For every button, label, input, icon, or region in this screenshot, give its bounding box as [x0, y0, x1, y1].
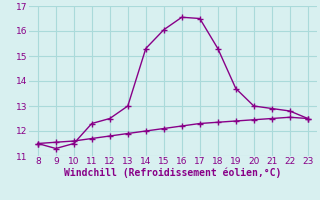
X-axis label: Windchill (Refroidissement éolien,°C): Windchill (Refroidissement éolien,°C): [64, 168, 282, 178]
